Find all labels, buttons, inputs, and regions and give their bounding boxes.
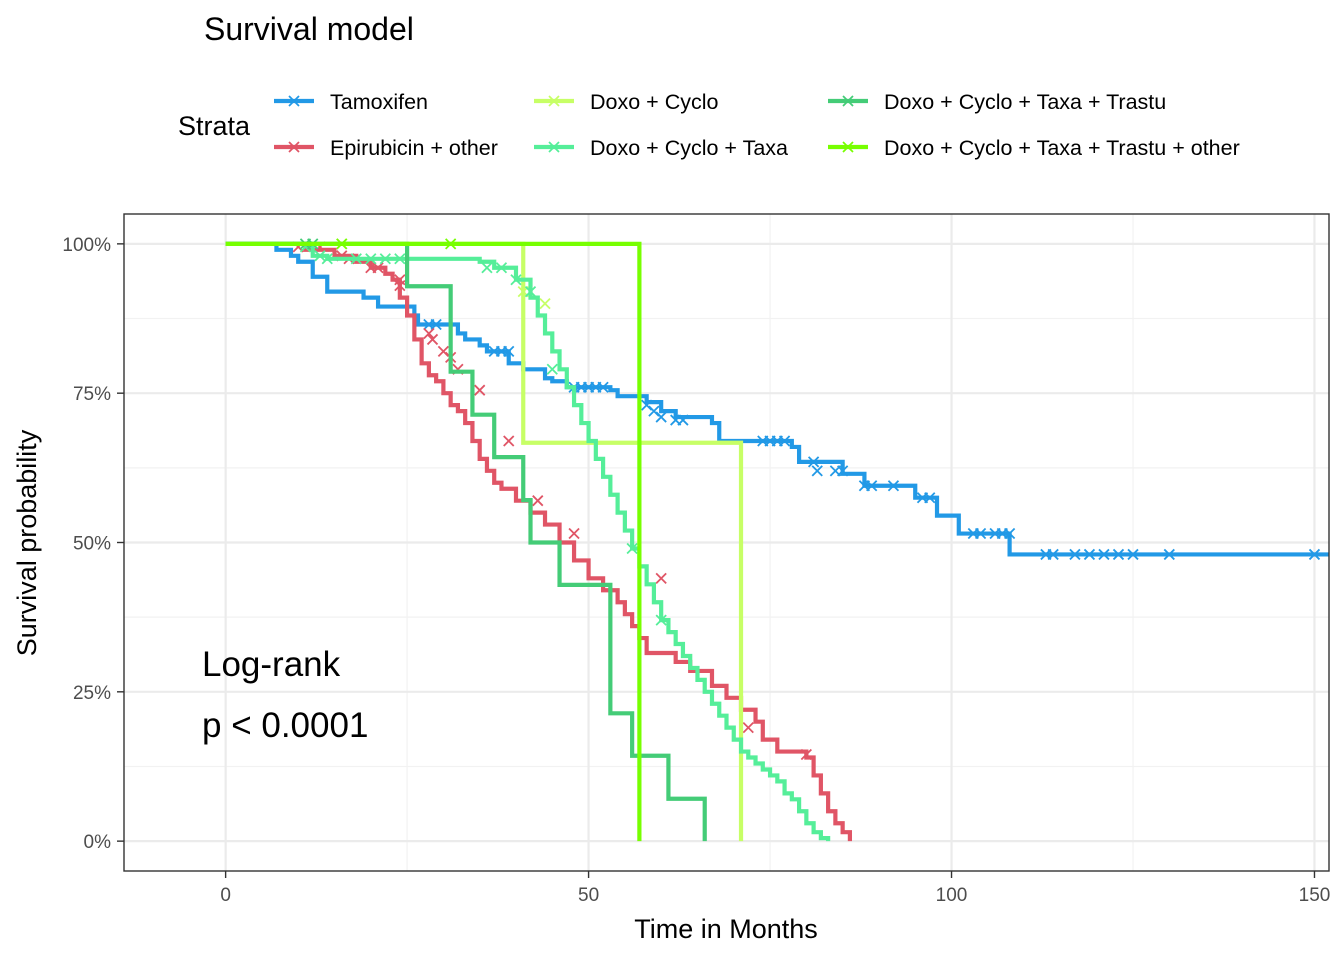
censor-mark (1163, 548, 1175, 561)
legend-label: Epirubicin + other (330, 136, 498, 160)
censor-mark (807, 456, 820, 468)
legend-label: Doxo + Cyclo (590, 90, 718, 114)
series-4 (225, 241, 831, 842)
series-layer (225, 238, 1329, 842)
censor-mark (546, 363, 558, 375)
censor-mark (1112, 548, 1125, 561)
censor-mark (800, 748, 812, 761)
censor-mark (445, 238, 457, 250)
legend-key-cross (548, 141, 560, 153)
legend-key-cross (288, 95, 300, 107)
legend-key-cross (842, 141, 854, 153)
censor-mark (742, 722, 754, 734)
censor-mark (423, 327, 435, 340)
legend-item: Tamoxifen (274, 90, 428, 114)
x-axis-title: Time in Months (634, 914, 818, 944)
censor-mark (321, 253, 333, 265)
censor-mark (532, 495, 544, 507)
censor-mark (372, 262, 384, 274)
censor-mark (394, 253, 406, 265)
censor-mark (539, 297, 551, 310)
series-6 (225, 238, 642, 842)
legend-label: Doxo + Cyclo + Taxa (590, 136, 788, 160)
censor-mark (597, 381, 609, 393)
legend-item: Doxo + Cyclo (534, 90, 718, 114)
censor-mark (837, 465, 849, 477)
censor-mark (495, 262, 508, 274)
legend-label: Tamoxifen (330, 90, 428, 114)
legend-item: Epirubicin + other (274, 136, 498, 160)
censor-mark (314, 250, 326, 262)
censor-mark (1069, 548, 1081, 561)
y-tick-label: 100% (62, 235, 111, 256)
censor-mark (350, 253, 362, 265)
x-axis-ticks: 0 50 100 150 (220, 871, 1330, 906)
censor-mark (626, 542, 638, 555)
y-tick-label: 75% (73, 384, 111, 405)
censor-mark (437, 345, 450, 358)
censor-mark (1047, 548, 1059, 561)
censor-mark (641, 399, 653, 411)
censor-mark (524, 286, 537, 298)
legend-label: Doxo + Cyclo + Taxa + Trastu (884, 90, 1166, 114)
censor-mark (677, 414, 689, 426)
series-1 (225, 241, 1329, 561)
y-tick-label: 0% (84, 832, 112, 853)
legend-label: Doxo + Cyclo + Taxa + Trastu + other (884, 136, 1240, 160)
censor-mark (866, 480, 878, 492)
censor-mark (365, 253, 377, 265)
censor-mark (430, 318, 442, 331)
censor-mark (568, 527, 580, 540)
x-tick-label: 0 (220, 885, 231, 906)
censor-mark (655, 614, 667, 626)
censor-mark (811, 465, 823, 477)
legend-key-cross (288, 141, 300, 153)
censor-mark (474, 384, 486, 396)
legend-item: Doxo + Cyclo + Taxa + Trastu + other (828, 136, 1240, 160)
pvalue-label: p < 0.0001 (202, 706, 368, 745)
censor-mark (887, 480, 900, 492)
survival-curve (225, 241, 642, 842)
censor-mark (379, 253, 391, 265)
legend-key-cross (548, 95, 560, 107)
x-tick-label: 150 (1299, 885, 1331, 906)
y-axis-ticks: 0% 25% 50% 75% 100% (62, 235, 124, 853)
censor-mark (1003, 527, 1016, 540)
censor-mark (655, 572, 667, 584)
censor-mark (1083, 548, 1096, 561)
survival-curve (225, 241, 853, 842)
y-tick-label: 50% (73, 534, 111, 555)
censor-mark (974, 527, 987, 540)
legend-title: Strata (178, 111, 251, 141)
censor-mark (778, 435, 791, 447)
legend-item: Doxo + Cyclo + Taxa + Trastu (828, 90, 1166, 114)
legend: Tamoxifen Epirubicin + other Doxo + Cyclo D… (274, 90, 1240, 160)
censor-mark (510, 274, 522, 286)
y-axis-title: Survival probability (12, 429, 42, 656)
x-tick-label: 50 (578, 885, 599, 906)
y-tick-label: 25% (73, 683, 111, 704)
legend-item: Doxo + Cyclo + Taxa (534, 136, 788, 160)
censor-mark (1098, 548, 1110, 561)
censor-mark (426, 333, 439, 346)
censor-mark (924, 492, 936, 504)
censor-mark (503, 435, 515, 447)
survival-curve (225, 241, 707, 842)
chart-title: Survival model (204, 11, 414, 47)
censor-mark (503, 345, 515, 358)
censor-mark (1308, 548, 1321, 561)
legend-key-cross (842, 95, 854, 107)
censor-mark (481, 262, 493, 274)
logrank-label: Log-rank (202, 645, 341, 684)
survival-curve (225, 241, 831, 842)
censor-mark (648, 405, 660, 417)
censor-mark (394, 280, 406, 292)
censor-mark (336, 238, 348, 250)
x-tick-label: 100 (936, 885, 968, 906)
censor-mark (1127, 548, 1139, 561)
censor-mark (655, 411, 667, 423)
